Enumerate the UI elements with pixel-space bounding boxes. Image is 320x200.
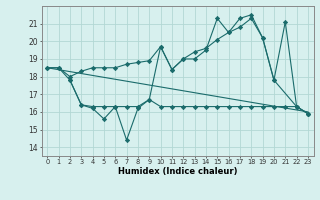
X-axis label: Humidex (Indice chaleur): Humidex (Indice chaleur) — [118, 167, 237, 176]
